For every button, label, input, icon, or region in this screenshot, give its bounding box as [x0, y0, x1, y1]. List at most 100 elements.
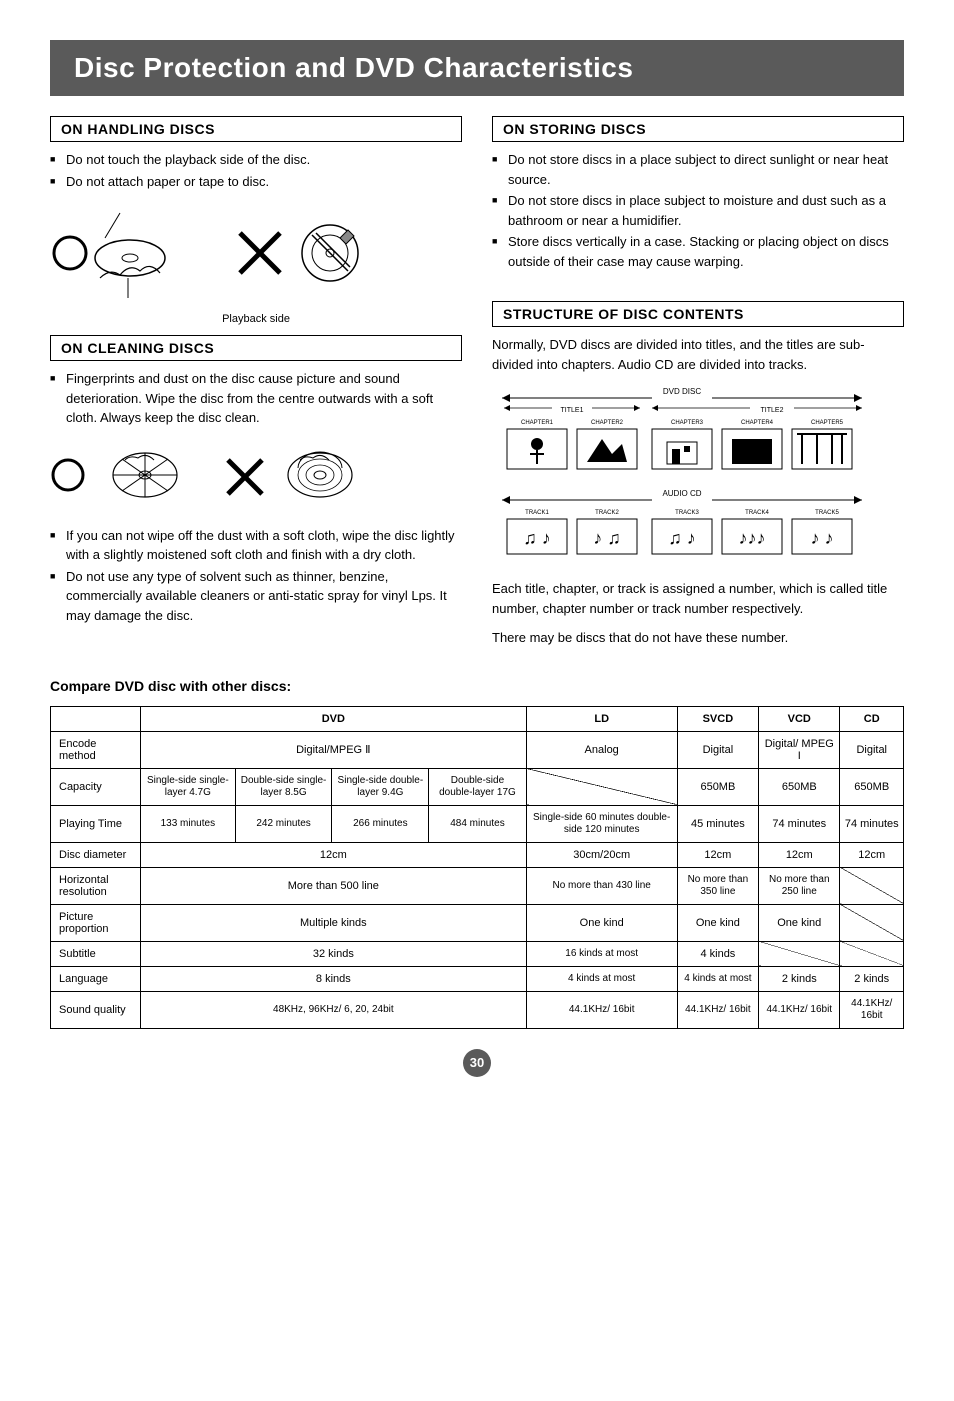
playback-side-label: Playback side [50, 313, 462, 325]
storing-header: ON STORING DISCS [492, 116, 904, 142]
cell-capacity-dvd-2: Double-side single-layer 8.5G [235, 768, 332, 805]
wrong-handling-icon [230, 203, 370, 303]
structure-outro-1: Each title, chapter, or track is assigne… [492, 579, 904, 618]
cell-picprop-svcd: One kind [677, 904, 758, 941]
cell-picprop-dvd: Multiple kinds [141, 904, 527, 941]
cell-playing-dvd-2: 242 minutes [235, 805, 332, 842]
svg-text:♪ ♪: ♪ ♪ [810, 528, 833, 548]
wrong-cleaning-icon [220, 440, 370, 510]
upper-columns: ON HANDLING DISCS Do not touch the playb… [50, 116, 904, 658]
svg-text:TRACK4: TRACK4 [745, 510, 769, 516]
cleaning-list-1: Fingerprints and dust on the disc cause … [50, 369, 462, 428]
handling-list: Do not touch the playback side of the di… [50, 150, 462, 191]
table-row: Language 8 kinds 4 kinds at most 4 kinds… [51, 966, 904, 991]
cell-playing-vcd: 74 minutes [759, 805, 840, 842]
left-column: ON HANDLING DISCS Do not touch the playb… [50, 116, 462, 658]
handling-item-1: Do not touch the playback side of the di… [50, 150, 462, 170]
svg-text:CHAPTER3: CHAPTER3 [671, 420, 704, 426]
th-dvd: DVD [141, 706, 527, 731]
svg-text:TRACK5: TRACK5 [815, 510, 839, 516]
table-row: Sound quality 48KHz, 96KHz/ 6, 20, 24bit… [51, 991, 904, 1028]
table-row: Encode method Digital/MPEG Ⅱ Analog Digi… [51, 731, 904, 768]
cell-sound-svcd: 44.1KHz/ 16bit [677, 991, 758, 1028]
cleaning-item-1: Fingerprints and dust on the disc cause … [50, 369, 462, 428]
dvd-structure-diagram: DVD DISC TITLE1 TITLE2 CHAPTER1 CHAPTER2 [492, 384, 904, 569]
row-hres-label: Horizontal resolution [51, 867, 141, 904]
cell-diameter-vcd: 12cm [759, 842, 840, 867]
cell-capacity-dvd-4: Double-side double-layer 17G [429, 768, 526, 805]
svg-text:TRACK1: TRACK1 [525, 510, 549, 516]
right-column: ON STORING DISCS Do not store discs in a… [492, 116, 904, 658]
cell-hres-ld: No more than 430 line [526, 867, 677, 904]
row-diameter-label: Disc diameter [51, 842, 141, 867]
th-vcd: VCD [759, 706, 840, 731]
handling-illustration [50, 203, 462, 303]
storing-item-3: Store discs vertically in a case. Stacki… [492, 232, 904, 271]
page-number-badge: 30 [463, 1049, 491, 1077]
cleaning-item-3: Do not use any type of solvent such as t… [50, 567, 462, 626]
cell-hres-svcd: No more than 350 line [677, 867, 758, 904]
compare-heading: Compare DVD disc with other discs: [50, 678, 904, 694]
svg-text:TRACK2: TRACK2 [595, 510, 619, 516]
cell-picprop-ld: One kind [526, 904, 677, 941]
svg-text:♫ ♪: ♫ ♪ [668, 528, 696, 548]
cleaning-header: ON CLEANING DISCS [50, 335, 462, 361]
table-row: Subtitle 32 kinds 16 kinds at most 4 kin… [51, 941, 904, 966]
cleaning-illustration [50, 440, 462, 510]
correct-cleaning-icon [50, 440, 200, 510]
svg-text:♪ ♫: ♪ ♫ [593, 528, 621, 548]
svg-text:CHAPTER5: CHAPTER5 [811, 420, 844, 426]
cell-hres-cd [840, 867, 904, 904]
cell-subtitle-svcd: 4 kinds [677, 941, 758, 966]
table-row: Capacity Single-side single-layer 4.7G D… [51, 768, 904, 805]
row-sound-label: Sound quality [51, 991, 141, 1028]
row-picprop-label: Picture proportion [51, 904, 141, 941]
dvd-disc-label: DVD DISC [663, 387, 701, 396]
th-cd: CD [840, 706, 904, 731]
cell-capacity-ld [526, 768, 677, 805]
cleaning-item-2: If you can not wipe off the dust with a … [50, 526, 462, 565]
page-title: Disc Protection and DVD Characteristics [50, 40, 904, 96]
cell-playing-dvd-1: 133 minutes [141, 805, 236, 842]
cell-playing-dvd-3: 266 minutes [332, 805, 429, 842]
cell-language-vcd: 2 kinds [759, 966, 840, 991]
cell-encode-vcd: Digital/ MPEG I [759, 731, 840, 768]
cell-subtitle-ld: 16 kinds at most [526, 941, 677, 966]
cell-capacity-svcd: 650MB [677, 768, 758, 805]
storing-item-1: Do not store discs in a place subject to… [492, 150, 904, 189]
cell-diameter-cd: 12cm [840, 842, 904, 867]
cell-diameter-ld: 30cm/20cm [526, 842, 677, 867]
storing-list: Do not store discs in a place subject to… [492, 150, 904, 271]
cell-encode-svcd: Digital [677, 731, 758, 768]
cell-picprop-cd [840, 904, 904, 941]
structure-header: STRUCTURE OF DISC CONTENTS [492, 301, 904, 327]
th-svcd: SVCD [677, 706, 758, 731]
page-number: 30 [50, 1049, 904, 1077]
handling-header: ON HANDLING DISCS [50, 116, 462, 142]
cell-encode-ld: Analog [526, 731, 677, 768]
cell-playing-cd: 74 minutes [840, 805, 904, 842]
table-row: Picture proportion Multiple kinds One ki… [51, 904, 904, 941]
svg-text:TRACK3: TRACK3 [675, 510, 699, 516]
cell-language-dvd: 8 kinds [141, 966, 527, 991]
cell-encode-cd: Digital [840, 731, 904, 768]
cell-playing-ld: Single-side 60 minutes double-side 120 m… [526, 805, 677, 842]
svg-text:♫ ♪: ♫ ♪ [523, 528, 551, 548]
svg-text:TITLE1: TITLE1 [561, 407, 584, 414]
cleaning-list-2: If you can not wipe off the dust with a … [50, 526, 462, 626]
cell-capacity-vcd: 650MB [759, 768, 840, 805]
svg-text:♪♪♪: ♪♪♪ [739, 528, 766, 548]
cell-hres-dvd: More than 500 line [141, 867, 527, 904]
cell-playing-dvd-4: 484 minutes [429, 805, 526, 842]
cell-diameter-svcd: 12cm [677, 842, 758, 867]
cell-diameter-dvd: 12cm [141, 842, 527, 867]
cell-language-ld: 4 kinds at most [526, 966, 677, 991]
table-row: Horizontal resolution More than 500 line… [51, 867, 904, 904]
cell-sound-cd: 44.1KHz/ 16bit [840, 991, 904, 1028]
cell-sound-vcd: 44.1KHz/ 16bit [759, 991, 840, 1028]
svg-text:CHAPTER2: CHAPTER2 [591, 420, 624, 426]
cell-subtitle-cd [840, 941, 904, 966]
cell-sound-ld: 44.1KHz/ 16bit [526, 991, 677, 1028]
table-row: Playing Time 133 minutes 242 minutes 266… [51, 805, 904, 842]
cell-language-cd: 2 kinds [840, 966, 904, 991]
